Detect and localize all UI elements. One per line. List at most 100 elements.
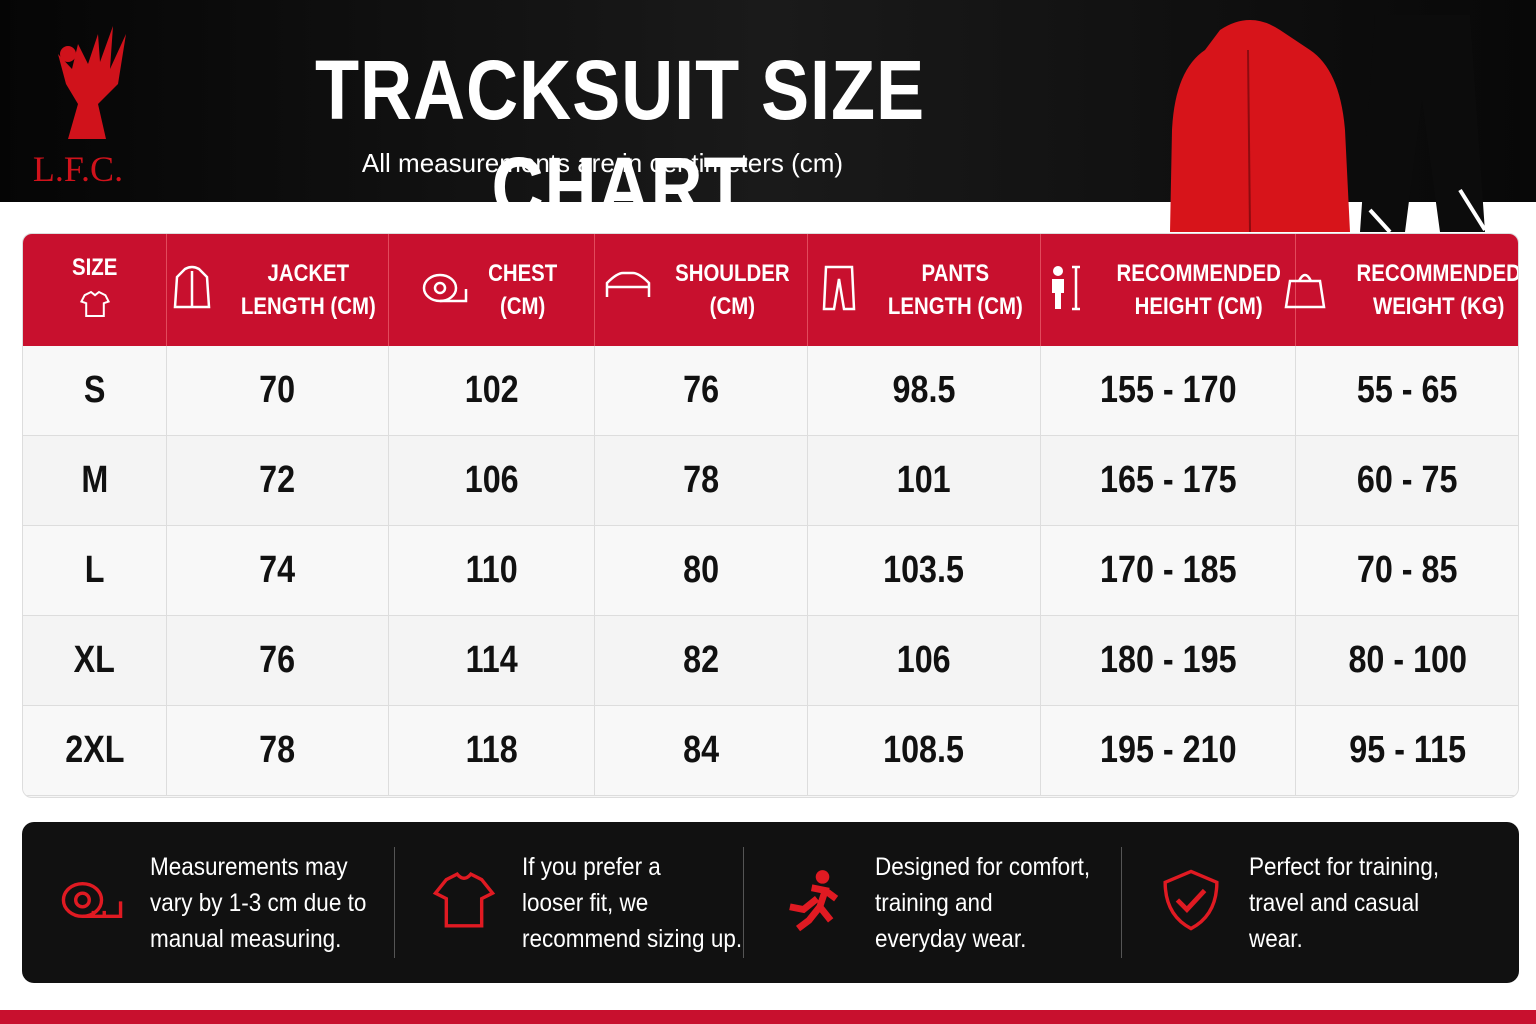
table-cell: 70	[167, 346, 389, 436]
cell-text: 106	[464, 459, 519, 501]
notes-panel: Measurements may vary by 1-3 cm due to man…	[22, 822, 1519, 983]
icon	[603, 263, 653, 318]
table-cell: S	[23, 346, 167, 436]
table-cell: 155 - 170	[1041, 346, 1296, 436]
note: Measurements may vary by 1-3 cm due to man…	[58, 822, 394, 983]
table-cell: M	[23, 436, 167, 526]
note: If you prefer a looser fit, we recommend s…	[430, 822, 743, 983]
cell-text: 76	[683, 369, 719, 411]
icon	[1157, 866, 1225, 939]
header-text: CHEST (CM)	[488, 257, 557, 323]
header-line: PANTS	[921, 260, 989, 287]
cell-text: M	[81, 459, 108, 501]
table-cell: 95 - 115	[1296, 706, 1518, 796]
note-line: Perfect for training,	[1249, 852, 1440, 881]
table-cell: 84	[595, 706, 808, 796]
note-text: If you prefer a looser fit, we recommend s…	[522, 849, 742, 957]
table-cell: 110	[389, 526, 595, 616]
cell-text: 195 - 210	[1099, 729, 1237, 771]
table-cell: 76	[595, 346, 808, 436]
header-line: (CM)	[499, 293, 546, 320]
note-line: looser fit, we	[522, 888, 649, 917]
header-line: LENGTH (CM)	[241, 293, 376, 320]
column-header: JACKET LENGTH (CM)	[167, 234, 389, 346]
note: Perfect for training, travel and casual we…	[1157, 822, 1519, 983]
table-cell: L	[23, 526, 167, 616]
table-cell: 170 - 185	[1041, 526, 1296, 616]
cell-text: 70 - 85	[1357, 549, 1458, 591]
note-line: wear.	[1249, 924, 1303, 953]
cell-text: 106	[897, 639, 951, 681]
table-cell: 195 - 210	[1041, 706, 1296, 796]
header-line: SHOULDER	[674, 260, 790, 287]
note-text: Perfect for training, travel and casual we…	[1249, 849, 1439, 957]
logo-text: L.F.C.	[32, 149, 124, 189]
icon-svg	[1284, 273, 1326, 308]
icon	[779, 866, 847, 939]
cell-text: 110	[465, 549, 518, 591]
table-cell: 165 - 175	[1041, 436, 1296, 526]
subtitle: All measurements are in centimeters (cm)	[361, 148, 844, 178]
icon-svg	[822, 265, 855, 310]
icon	[814, 263, 864, 318]
note: Designed for comfort, training and everyda…	[779, 822, 1121, 983]
table-cell: XL	[23, 616, 167, 706]
header-text: SIZE	[72, 251, 117, 284]
cell-text: 180 - 195	[1099, 639, 1237, 681]
column-header: CHEST (CM)	[389, 234, 595, 346]
cell-text: 78	[683, 459, 719, 501]
header-line: JACKET	[267, 260, 350, 287]
cell-text: 80	[683, 549, 719, 591]
icon-svg	[1163, 869, 1219, 931]
note-line: Designed for comfort,	[875, 852, 1091, 881]
cell-text: 165 - 175	[1099, 459, 1237, 501]
icon-svg	[432, 872, 496, 928]
cell-text: 102	[464, 369, 519, 411]
cell-text: 70	[259, 369, 296, 411]
cell-text: 2XL	[64, 729, 125, 771]
table-cell: 106	[808, 616, 1041, 706]
note-line: training and	[875, 888, 993, 917]
icon-svg	[1052, 265, 1081, 310]
note-line: If you prefer a	[522, 852, 661, 881]
icon	[420, 263, 470, 318]
note-text: Designed for comfort, training and everyda…	[875, 849, 1090, 957]
table-cell: 108.5	[808, 706, 1041, 796]
logo-bird	[58, 26, 126, 139]
table-cell: 78	[167, 706, 389, 796]
header-text: RECOMMENDED HEIGHT (CM)	[1117, 257, 1281, 323]
table-cell: 106	[389, 436, 595, 526]
cell-text: 101	[897, 459, 951, 501]
icon-svg	[79, 290, 110, 317]
table-cell: 74	[167, 526, 389, 616]
cell-text: L	[84, 549, 105, 591]
table-cell: 114	[389, 616, 595, 706]
note-line: vary by 1-3 cm due to	[150, 888, 367, 917]
header-line: RECOMMENDED	[1356, 260, 1519, 287]
header-text: RECOMMENDED WEIGHT (KG)	[1356, 257, 1519, 323]
cell-text: 103.5	[883, 549, 965, 591]
column-header: SIZE	[23, 234, 167, 346]
cell-text: 74	[259, 549, 296, 591]
icon	[1280, 263, 1330, 318]
cell-text: 108.5	[883, 729, 965, 771]
note-line: recommend sizing up.	[522, 924, 743, 953]
table-cell: 72	[167, 436, 389, 526]
header-line: WEIGHT (KG)	[1372, 293, 1505, 320]
table-cell: 70 - 85	[1296, 526, 1518, 616]
table-cell: 78	[595, 436, 808, 526]
icon-svg	[61, 881, 123, 919]
note-line: Measurements may	[150, 852, 348, 881]
cell-text: 84	[683, 729, 719, 771]
note-text: Measurements may vary by 1-3 cm due to man…	[150, 849, 366, 957]
table-cell: 80 - 100	[1296, 616, 1518, 706]
cell-text: 60 - 75	[1357, 459, 1458, 501]
size-table: SIZE S M L XL 2XL JACKET LENGTH (CM) 70 72 74 76 78 C…	[22, 233, 1519, 798]
note-line: manual measuring.	[150, 924, 342, 953]
icon-svg	[605, 271, 650, 297]
header-line: CHEST	[487, 260, 558, 287]
cell-text: 170 - 185	[1099, 549, 1237, 591]
table-cell: 98.5	[808, 346, 1041, 436]
table-cell: 103.5	[808, 526, 1041, 616]
